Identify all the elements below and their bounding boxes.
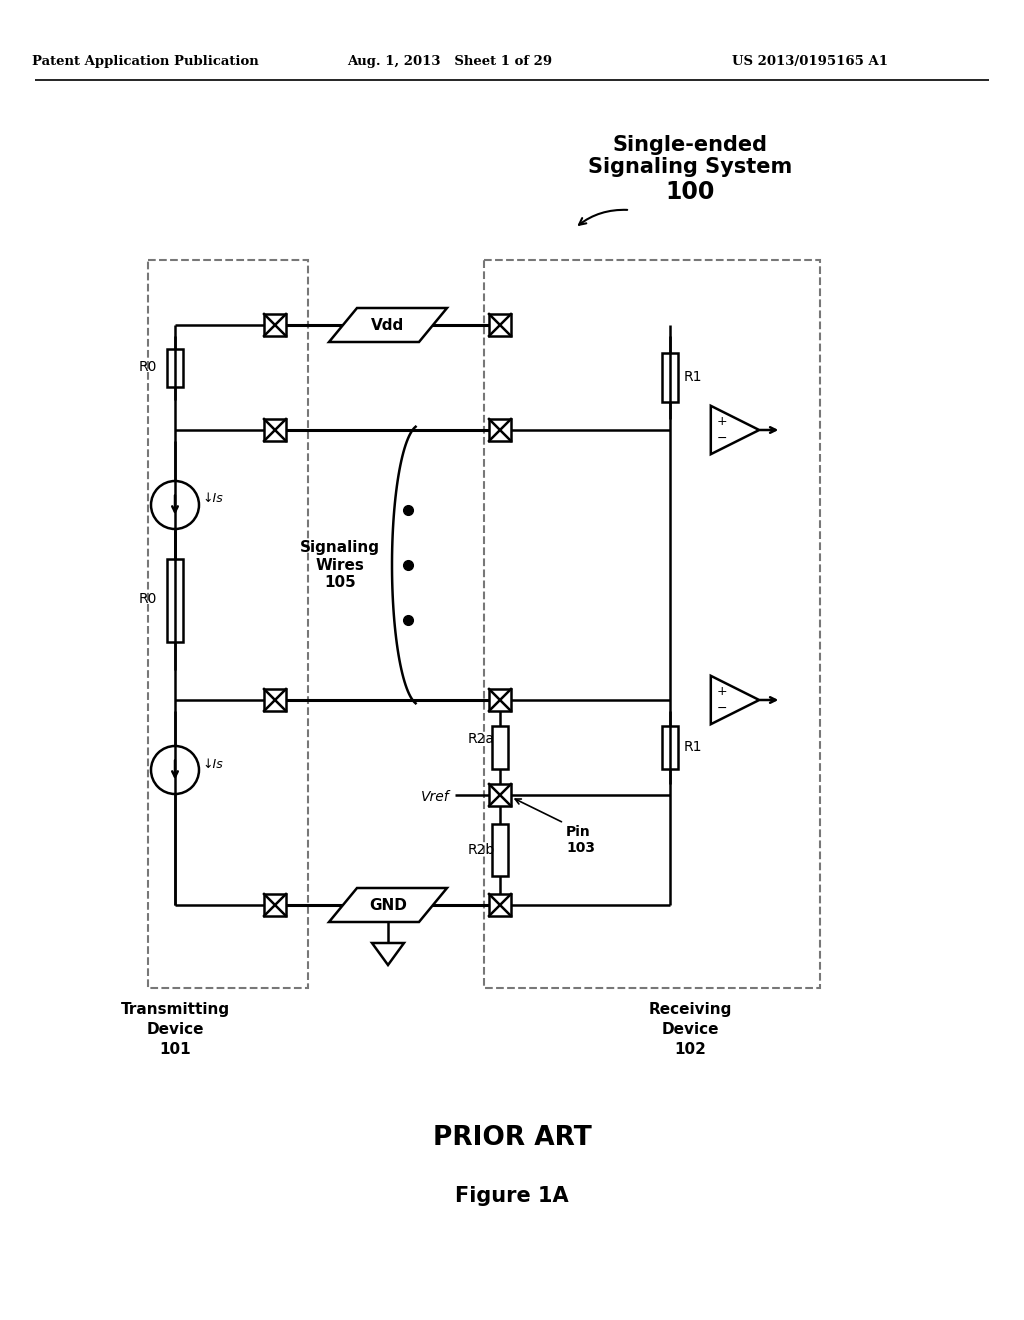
Text: Pin
103: Pin 103: [566, 825, 595, 855]
Text: R2b: R2b: [468, 843, 495, 857]
Polygon shape: [329, 888, 447, 921]
Text: Vdd: Vdd: [372, 318, 404, 333]
Text: Aug. 1, 2013   Sheet 1 of 29: Aug. 1, 2013 Sheet 1 of 29: [347, 55, 553, 69]
Circle shape: [151, 746, 199, 795]
Text: +: +: [717, 414, 727, 428]
Polygon shape: [711, 676, 759, 725]
Bar: [264, 689, 286, 711]
Text: Figure 1A: Figure 1A: [456, 1185, 568, 1206]
Text: 100: 100: [666, 180, 715, 205]
Bar: [489, 689, 511, 711]
Bar: [489, 314, 511, 337]
Text: Signaling
Wires
105: Signaling Wires 105: [300, 540, 380, 590]
Text: R1: R1: [684, 370, 702, 384]
Text: R1: R1: [684, 741, 702, 754]
Text: −: −: [717, 432, 727, 445]
Bar: [489, 784, 511, 807]
Bar: [148, 260, 308, 987]
Text: Transmitting
Device
101: Transmitting Device 101: [121, 1002, 229, 1056]
Text: Signaling System: Signaling System: [588, 157, 793, 177]
Text: R2a: R2a: [468, 733, 495, 746]
Text: GND: GND: [369, 898, 407, 912]
Bar: [264, 418, 286, 441]
Text: Vref: Vref: [421, 789, 450, 804]
Polygon shape: [372, 942, 404, 965]
Bar: [492, 824, 508, 876]
Text: R0: R0: [138, 591, 157, 606]
Bar: [264, 894, 286, 916]
Circle shape: [151, 480, 199, 529]
Text: ↓Is: ↓Is: [202, 492, 223, 506]
Text: ↓Is: ↓Is: [202, 758, 223, 771]
Bar: [489, 418, 511, 441]
Bar: [662, 726, 678, 770]
Text: R0: R0: [138, 360, 157, 374]
Bar: [662, 352, 678, 403]
Bar: [489, 894, 511, 916]
Text: Patent Application Publication: Patent Application Publication: [32, 55, 258, 69]
Text: US 2013/0195165 A1: US 2013/0195165 A1: [732, 55, 888, 69]
Bar: [484, 260, 820, 987]
Bar: [167, 558, 183, 643]
Text: −: −: [717, 702, 727, 715]
Text: PRIOR ART: PRIOR ART: [432, 1125, 592, 1151]
Text: +: +: [717, 685, 727, 698]
Bar: [264, 314, 286, 337]
Bar: [167, 348, 183, 387]
Text: Receiving
Device
102: Receiving Device 102: [648, 1002, 732, 1056]
Polygon shape: [329, 308, 447, 342]
Text: Single-ended: Single-ended: [612, 135, 768, 154]
Polygon shape: [711, 405, 759, 454]
Bar: [492, 726, 508, 770]
